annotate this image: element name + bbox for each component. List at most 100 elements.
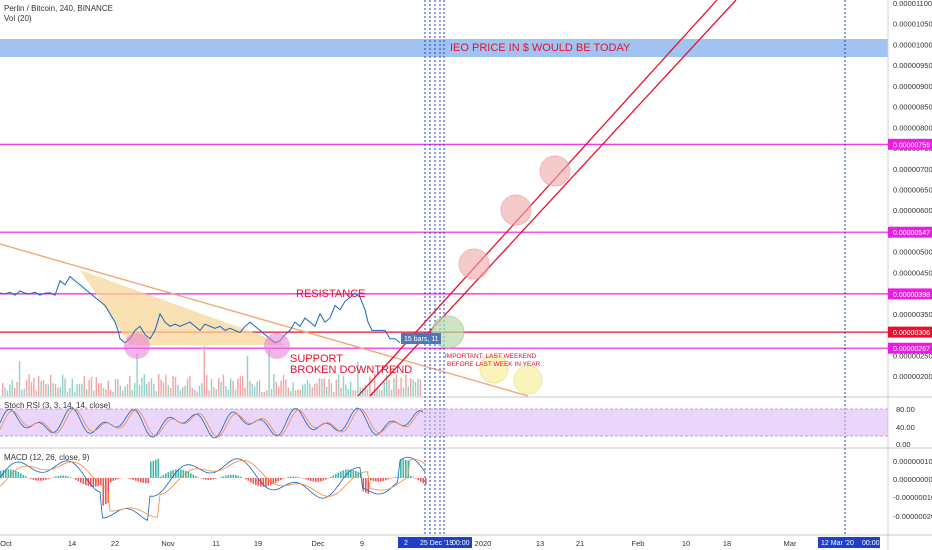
macd-hist-bar (40, 478, 42, 481)
time-axis: Oct 14 22 Nov 11 19 Dec 9 2020 13 21 Feb 10 18 Mar (0, 539, 797, 548)
time-highlight-box (398, 537, 472, 548)
volume-bar (198, 385, 201, 396)
macd-hist-bar (412, 477, 415, 478)
time-tick-6: Dec (311, 539, 325, 548)
macd-hist-bar (190, 473, 192, 478)
volume-bar (232, 381, 234, 396)
volume-bar (146, 384, 148, 396)
macd-hist-bar (177, 469, 180, 478)
volume-bar (21, 389, 23, 396)
volume-bar (239, 376, 241, 396)
level-tag-label-4: 0.00000267 (893, 346, 930, 353)
level-tag-label-2: 0.00000398 (893, 292, 930, 299)
time-tick-4: 11 (212, 539, 220, 548)
stoch-tick-80: 80.00 (896, 405, 915, 414)
macd-hist-bar (425, 478, 427, 485)
macd-hist-bar (160, 476, 162, 478)
volume-bar (9, 384, 11, 396)
macd-tick-2: 0.00000000 (893, 475, 932, 484)
volume-bar (378, 389, 381, 396)
volume-bar (95, 377, 97, 396)
macd-hist-bar (187, 471, 190, 478)
macd-hist-bar (337, 472, 340, 478)
macd-hist-bar (222, 476, 225, 478)
volume-bar (278, 386, 280, 396)
macd-hist-bar (65, 475, 67, 478)
macd-hist-bar (317, 478, 320, 482)
volume-bar (179, 390, 181, 396)
macd-hist-bar (387, 478, 390, 480)
volume-bar (26, 379, 28, 396)
volume-bar (182, 387, 184, 396)
price-tick-2: 0.00001000 (893, 40, 932, 49)
volume-bar (90, 377, 93, 396)
macd-hist-bar (315, 478, 317, 482)
macd-hist-bar (7, 469, 10, 478)
volume-bar (6, 390, 9, 396)
macd-hist-bar (355, 470, 357, 478)
price-tick-0: 0.00001100 (893, 0, 932, 8)
macd-hist-bar (80, 478, 82, 483)
macd-hist-bar (92, 478, 95, 487)
volume-bar (122, 390, 124, 396)
volume-bar (52, 383, 54, 396)
price-tick-15: 0.00000350 (893, 310, 932, 319)
macd-label: MACD (12, 26, close, 9) (4, 453, 90, 462)
time-highlight-time: 00:00 (452, 540, 470, 547)
red-circle-1 (458, 248, 490, 280)
volume-bar (126, 384, 129, 396)
volume-bar (263, 391, 265, 396)
macd-hist-bar (57, 476, 60, 478)
volume-bar (405, 374, 407, 396)
volume-bar (304, 383, 306, 396)
volume-bar (129, 375, 131, 396)
volume-bar (76, 384, 78, 396)
volume-label: Vol (20) (4, 14, 32, 23)
volume-bar (114, 378, 117, 396)
macd-hist-bar (25, 476, 27, 478)
price-tick-5: 0.00000850 (893, 103, 932, 112)
volume-bar (86, 389, 88, 396)
macd-hist-bar (325, 478, 327, 480)
volume-bar (345, 384, 347, 396)
volume-bar (302, 384, 304, 396)
volume-bar (256, 381, 258, 396)
time-tick-2: 22 (111, 539, 119, 548)
macd-hist-bar (237, 475, 240, 478)
macd-hist-bar (405, 459, 407, 478)
volume-bar (62, 374, 64, 396)
volume-bar (33, 378, 35, 396)
macd-hist-bar (232, 474, 235, 478)
level-tag-label-1: 0.00000547 (893, 230, 930, 237)
price-tick-4: 0.00000900 (893, 82, 932, 91)
volume-bar (335, 379, 337, 396)
volume-bar (242, 376, 244, 396)
volume-bar (203, 346, 205, 396)
volume-bar (234, 389, 237, 396)
macd-hist-bar (75, 478, 77, 480)
macd-hist-bar (90, 478, 92, 487)
volume-bar (78, 383, 81, 396)
macd-hist-bar (87, 478, 90, 486)
macd-hist-bar (37, 478, 40, 481)
bars-range-box[interactable] (401, 333, 441, 344)
volume-bar (354, 390, 357, 396)
volume-bar (333, 391, 335, 396)
ieo-annotation: IEO PRICE IN $ WOULD BE TODAY (450, 42, 631, 54)
macd-hist-bar (290, 476, 292, 478)
volume-bar (261, 392, 263, 396)
volume-bar (158, 374, 160, 396)
macd-hist-bar (370, 478, 372, 481)
macd-hist-bar (150, 461, 152, 478)
volume-bar (340, 387, 342, 396)
price-tick-9: 0.00000650 (893, 186, 932, 195)
macd-hist-bar (347, 469, 350, 478)
macd-hist-bar (110, 478, 112, 483)
macd-hist-bar (202, 478, 205, 480)
volume-bar (306, 379, 309, 396)
volume-bar (381, 390, 383, 396)
macd-hist-bar (265, 478, 267, 487)
volume-bar (102, 387, 105, 396)
macd-hist-bar (390, 478, 392, 479)
macd-hist-bar (227, 475, 230, 478)
